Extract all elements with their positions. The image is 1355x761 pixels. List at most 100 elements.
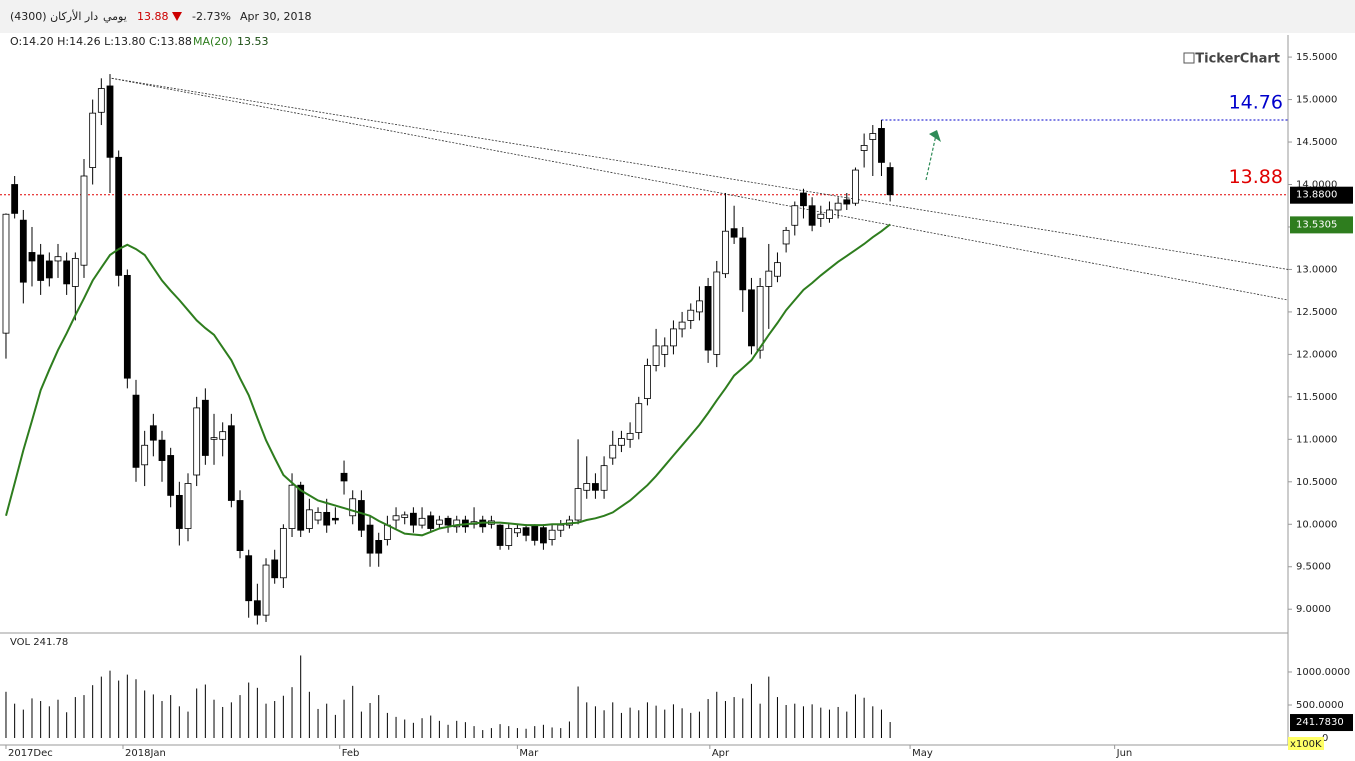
v-tick-label: 500.0000 — [1296, 700, 1344, 711]
candle-body — [713, 271, 721, 355]
candle-body — [262, 564, 270, 616]
candle-body — [80, 175, 88, 266]
candle-body — [279, 528, 287, 579]
candle-body — [115, 156, 123, 276]
candle-body — [739, 237, 747, 291]
candle-body — [340, 472, 348, 482]
volume-title: VOL 241.78 — [10, 637, 68, 648]
value-badge-label: 241.7830 — [1296, 717, 1344, 728]
candle-body — [106, 85, 114, 158]
candle-body — [305, 509, 313, 529]
y-tick-label: 10.5000 — [1296, 477, 1337, 488]
candle-body — [427, 515, 435, 529]
candle-body — [123, 274, 131, 379]
period: يومي — [103, 10, 127, 23]
candle-body — [661, 345, 669, 355]
level-label: 14.76 — [1229, 91, 1283, 113]
y-tick-label: 12.0000 — [1296, 349, 1337, 360]
candle-body — [366, 524, 374, 554]
candle-body — [193, 407, 201, 476]
ma-value: 13.53 — [237, 35, 269, 48]
value-badge — [1290, 186, 1353, 204]
candle-body — [540, 527, 547, 544]
candle-body — [574, 488, 582, 521]
candle-body — [54, 256, 62, 262]
v-tick-label: 1000.0000 — [1296, 667, 1350, 678]
candle-body — [409, 512, 417, 526]
candle-body — [600, 465, 608, 491]
x-tick-label: Apr — [712, 748, 730, 759]
candle-body — [635, 403, 643, 433]
y-tick-label: 9.5000 — [1296, 562, 1331, 573]
change: -2.73% — [192, 10, 231, 23]
arrow-head — [929, 130, 941, 142]
candle-body — [297, 484, 305, 531]
candle-body — [392, 515, 400, 521]
candle-body — [210, 437, 218, 440]
candle-body — [19, 219, 27, 283]
v-tick-label: 0 — [1322, 733, 1328, 744]
candle-body — [756, 286, 764, 351]
candle-body — [817, 213, 825, 219]
candle-body — [869, 133, 877, 140]
last-price: 13.88 — [137, 10, 169, 23]
candle-body — [878, 128, 885, 163]
candle-body — [253, 600, 261, 616]
x-tick-label: 2017Dec — [8, 748, 53, 759]
candle-body — [175, 494, 183, 529]
candle-body — [63, 260, 71, 285]
candle-body — [860, 145, 868, 151]
candle-body — [808, 205, 816, 226]
candle-body — [886, 167, 894, 196]
candle-body — [418, 517, 426, 526]
x-tick-label: Feb — [342, 748, 360, 759]
x-tick-label: 2018Jan — [125, 748, 166, 759]
candle-body — [644, 365, 651, 399]
candle-body — [505, 528, 513, 546]
y-tick-label: 11.0000 — [1296, 434, 1337, 445]
candle-body — [28, 252, 36, 262]
candle-body — [245, 555, 253, 602]
candle-body — [609, 444, 617, 459]
y-tick-label: 12.5000 — [1296, 307, 1337, 318]
candle-body — [626, 432, 634, 440]
candle-body — [97, 88, 105, 113]
candle-body — [227, 425, 235, 501]
y-tick-label: 15.0000 — [1296, 95, 1337, 106]
candle-body — [375, 540, 383, 554]
symbol-name: دار الأركان (4300) — [10, 9, 98, 23]
candle-body — [748, 289, 755, 347]
candle-body — [618, 438, 625, 446]
candle-body — [219, 431, 227, 440]
x-tick-label: Mar — [519, 748, 539, 759]
candle-body — [71, 258, 79, 287]
y-tick-label: 11.5000 — [1296, 392, 1337, 403]
arrow-shaft — [925, 134, 937, 181]
candle-body — [89, 112, 97, 168]
candle-body — [167, 455, 175, 496]
candle-body — [184, 483, 192, 529]
candle-body — [383, 524, 391, 540]
candle-body — [791, 205, 799, 226]
value-badge — [1290, 216, 1353, 234]
value-badge — [1290, 714, 1353, 732]
ma-line — [5, 223, 891, 537]
candle-body — [722, 230, 729, 275]
candle-body — [314, 511, 322, 521]
candle-body — [704, 286, 712, 351]
brand-icon — [1183, 52, 1195, 64]
candle-body — [522, 527, 530, 536]
candle-body — [670, 328, 677, 347]
candle-body — [236, 500, 244, 552]
candle-body — [843, 199, 851, 205]
candle-body — [158, 439, 166, 461]
candle-body — [271, 559, 279, 579]
candle-body — [514, 528, 521, 534]
trend-line — [111, 77, 1289, 270]
candle-body — [288, 484, 296, 529]
candle-body — [2, 213, 10, 334]
candle-body — [548, 529, 556, 540]
candle-body — [323, 511, 331, 526]
